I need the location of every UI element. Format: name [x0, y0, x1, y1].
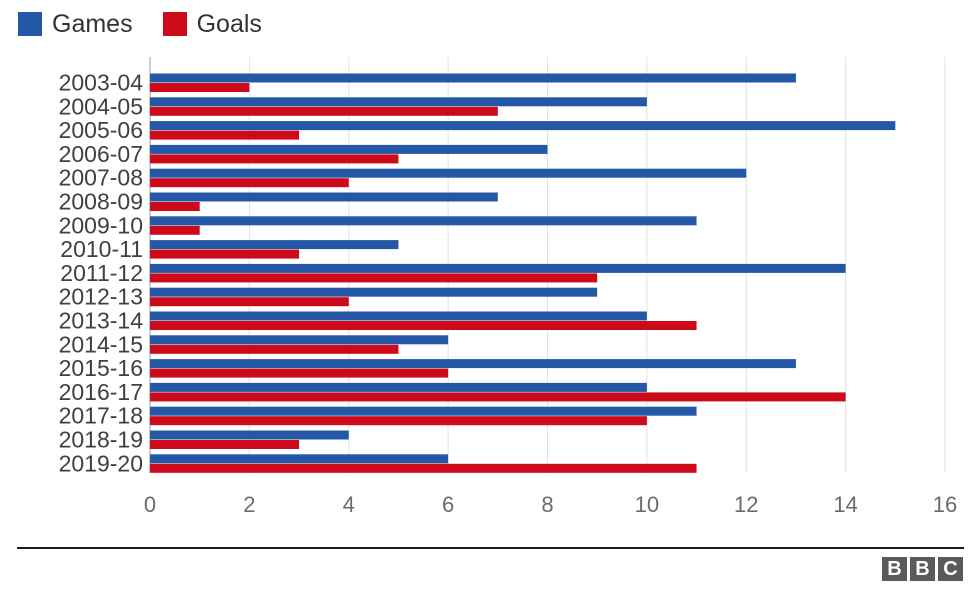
bar-goals	[150, 344, 399, 354]
bar-games	[150, 73, 796, 83]
category-label: 2015-16	[59, 355, 143, 381]
bar-goals	[150, 83, 250, 92]
x-tick-label: 10	[635, 492, 659, 517]
footer-divider	[17, 547, 964, 549]
category-label: 2005-06	[59, 117, 143, 143]
bar-goals	[150, 130, 300, 140]
bbc-logo-letter: B	[910, 557, 935, 581]
bar-goals	[150, 249, 300, 259]
bars	[150, 73, 896, 473]
category-label: 2009-10	[59, 212, 143, 238]
bar-games	[150, 144, 548, 154]
bar-games	[150, 430, 349, 440]
bar-goals	[150, 273, 598, 283]
bbc-logo-letter: B	[882, 557, 907, 581]
bar-games	[150, 192, 498, 202]
bar-games	[150, 287, 598, 297]
bbc-logo: B B C	[879, 557, 963, 581]
bar-goals	[150, 297, 349, 307]
bar-goals	[150, 416, 647, 426]
x-tick-label: 16	[933, 492, 957, 517]
x-tick-label: 12	[734, 492, 758, 517]
x-tick-label: 14	[833, 492, 857, 517]
legend-label-goals: Goals	[196, 9, 262, 38]
x-tick-label: 0	[144, 492, 156, 517]
bar-goals	[150, 463, 697, 473]
bar-games	[150, 240, 399, 250]
legend-label-games: Games	[52, 9, 133, 38]
bar-games	[150, 454, 449, 464]
bbc-logo-letter: C	[938, 557, 963, 581]
category-label: 2004-05	[59, 93, 143, 119]
bar-goals	[150, 154, 399, 164]
bar-games	[150, 335, 449, 345]
category-label: 2010-11	[60, 236, 143, 262]
bar-goals	[150, 368, 449, 378]
bar-goals	[150, 178, 349, 188]
bar-games	[150, 263, 846, 273]
legend-swatch-goals	[162, 12, 187, 36]
bar-games	[150, 121, 896, 131]
x-tick-labels: 0 2 4 6 8 10 12 14 16	[144, 492, 957, 517]
bar-games	[150, 311, 647, 321]
x-tick-label: 6	[442, 492, 454, 517]
bar-games	[150, 216, 697, 226]
category-label: 2008-09	[59, 189, 143, 215]
category-label: 2018-19	[59, 427, 143, 453]
bar-goals	[150, 392, 846, 402]
x-tick-label: 2	[243, 492, 255, 517]
category-label: 2017-18	[59, 403, 143, 429]
bar-goals	[150, 321, 697, 330]
bar-games	[150, 382, 647, 392]
category-label: 2003-04	[59, 70, 144, 96]
category-label: 2012-13	[59, 284, 143, 310]
bar-goals	[150, 225, 200, 235]
legend: Games Goals	[18, 8, 292, 40]
bar-games	[150, 406, 697, 416]
category-label: 2011-12	[60, 260, 143, 286]
category-label: 2013-14	[59, 308, 144, 334]
category-labels: 2003-042004-052005-062006-072007-082008-…	[59, 70, 144, 477]
category-label: 2016-17	[59, 379, 143, 405]
x-tick-label: 4	[343, 492, 355, 517]
bar-games	[150, 97, 647, 107]
category-label: 2006-07	[59, 141, 143, 167]
category-label: 2019-20	[59, 450, 143, 476]
x-tick-label: 8	[541, 492, 553, 517]
bar-games	[150, 168, 747, 178]
category-label: 2007-08	[59, 165, 143, 191]
bar-goals	[150, 202, 200, 211]
legend-item-goals: Goals	[162, 9, 262, 39]
bar-goals	[150, 106, 498, 116]
bar-goals	[150, 440, 300, 449]
legend-swatch-games	[18, 12, 42, 36]
category-label: 2014-15	[59, 331, 143, 357]
legend-item-games: Games	[18, 10, 133, 39]
bar-games	[150, 359, 796, 369]
